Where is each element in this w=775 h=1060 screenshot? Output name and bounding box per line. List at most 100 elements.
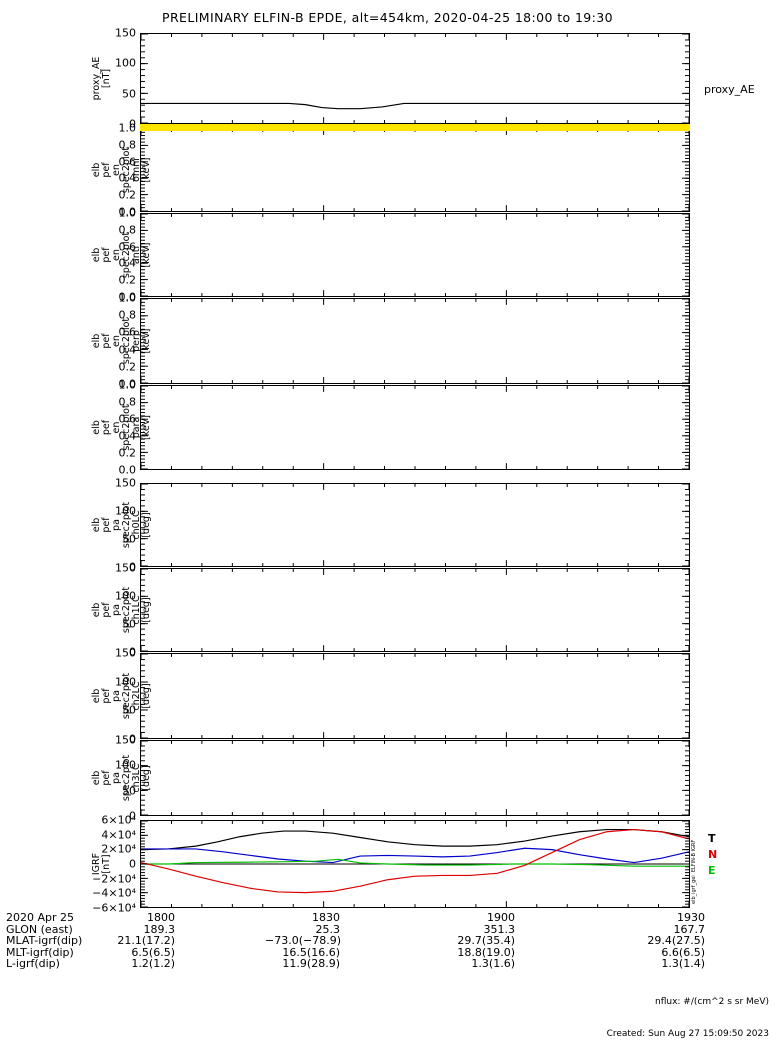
y-tick-label: 50 [122,784,136,798]
y-tick-label: 0.2 [118,360,137,374]
y-axis-title-pa-ch3lc: elb pef pa spec2plot ch3LC [deg] [91,740,152,816]
metadata-cell: 1800 [147,911,175,924]
y-tick-labels-pa-ch1lc: 150 100 50 0 [92,563,136,658]
panel-en-anti [140,213,690,297]
y-tick-labels-pa-ch3lc: 150 100 50 0 [92,735,136,822]
metadata-row: MLT-igrf(dip) 6.5(6.5) 16.5(16.6) 18.8(19.0… [0,947,775,959]
y-tick-labels-proxy-ae: 150 100 50 0 [92,28,136,130]
y-tick-labels-pa-ch2lc: 150 100 50 0 [92,648,136,745]
y-tick-labels-pa-ch0lc: 150 100 50 0 [92,478,136,573]
trace-R [140,829,690,894]
y-axis-title-igrf: IGRF [nT] [91,820,112,908]
y-axis-title-pa-ch2lc: elb pef pa spec2plot ch2LC [deg] [91,653,152,739]
y-tick-label: 0.2 [118,446,137,460]
y-axis-title-pa-ch1lc: elb pef pa spec2plot ch1LC [deg] [91,568,152,652]
y-tick-label: 0.4 [118,343,137,357]
y-axis-title-en-para: elb pef en spec2plot para [keV] [91,385,152,470]
panel-proxy-ae [140,33,690,124]
y-tick-label: 0.2 [118,188,137,202]
y-tick-label: 50 [122,87,136,101]
metadata-cell: 11.9(28.9) [282,957,340,971]
igrf-variable-name: elb_igrf_gei ELFIN-B IGRF [691,839,697,904]
y-tick-label: 1.0 [118,291,137,305]
y-tick-label: 0.8 [118,308,137,322]
y-tick-label: 4×10⁴ [101,828,136,842]
highlight-band [140,124,690,131]
metadata-cell: 25.3 [315,922,341,936]
y-tick-label: 0.6 [118,155,137,169]
y-tick-label: 2×10⁴ [101,842,136,856]
y-tick-label: 50 [122,617,136,631]
y-axis-title-line: [keV] [141,157,152,183]
metadata-row-label: MLT-igrf(dip) [6,945,74,959]
trace-label-proxy-ae: proxy_AE [704,83,755,97]
y-tick-label: 150 [115,561,136,575]
igrf-legend-E: E [708,864,716,877]
y-tick-label: 0.0 [118,463,137,477]
y-tick-label: 0 [129,809,136,823]
y-axis-title-en-anti: elb pef en spec2plot anti [keV] [91,213,152,297]
y-axis-title-line: [deg] [141,512,152,538]
y-tick-label: 100 [115,758,136,772]
y-tick-labels-en-anti: 1.0 0.8 0.6 0.4 0.2 0.0 [92,208,137,303]
y-tick-label: −6×10⁴ [92,901,136,915]
panel-pa-ch2lc [140,653,690,739]
panel-pa-ch3lc [140,740,690,816]
y-tick-label: 100 [115,56,136,70]
metadata-row: L-igrf(dip) 1.2(1.2) 11.9(28.9) 1.3(1.6) 1.3… [0,958,775,970]
metadata-cell: 167.7 [673,922,706,936]
y-tick-label: 1.0 [118,121,137,135]
y-tick-label: 0.6 [118,412,137,426]
y-axis-title-line: [deg] [141,683,152,709]
metadata-cell: 1.3(1.6) [471,957,515,971]
metadata-row: 2020 Apr 25 1800 1830 1900 1930 [0,912,775,924]
panel-en-omni [140,128,690,212]
metadata-table: 2020 Apr 25 1800 1830 1900 1930 GLON (east) 18… [0,912,775,970]
igrf-legend-N: N [708,848,718,861]
y-axis-title-line: [nT] [101,68,112,89]
y-axis-title-en-omni: elb pef en spec2plot omni [keV] [91,128,152,212]
y-tick-label: 50 [122,703,136,717]
footer-created: Created: Sun Aug 27 15:09:50 2023 [606,1028,769,1039]
igrf-legend-T: T [708,832,716,845]
y-tick-label: 6×10⁴ [101,813,136,827]
y-axis-title-line: [keV] [141,328,152,354]
y-tick-label: 150 [115,26,136,40]
y-tick-label: 150 [115,646,136,660]
metadata-cell: 29.4(27.5) [647,934,705,948]
metadata-row-label: GLON (east) [6,922,73,936]
y-tick-label: 0 [129,645,136,659]
y-tick-label: 50 [122,532,136,546]
metadata-cell: 1930 [677,911,705,924]
y-tick-label: −2×10⁴ [92,872,136,886]
metadata-cell: 6.5(6.5) [131,945,175,959]
y-tick-label: 1.0 [118,206,137,220]
y-axis-title-line: [keV] [141,415,152,440]
y-tick-label: 0.4 [118,429,137,443]
metadata-cell: 1900 [487,911,515,924]
y-tick-label: 0.6 [118,325,137,339]
y-tick-label: 0.8 [118,223,137,237]
y-tick-label: 100 [115,504,136,518]
y-tick-label: 0.0 [118,290,137,304]
y-axis-title-line: [keV] [141,242,152,268]
metadata-cell: 21.1(17.2) [117,934,175,948]
y-tick-labels-en-omni: 1.0 0.8 0.6 0.4 0.2 0.0 [92,123,137,218]
plot-root: PRELIMINARY ELFIN-B EPDE, alt=454km, 202… [0,10,775,1039]
metadata-cell: 6.6(6.5) [661,945,705,959]
y-tick-label: 1.0 [118,378,137,392]
metadata-row-label: L-igrf(dip) [6,957,60,971]
y-axis-title-pa-ch0lc: elb pef pa spec2plot ch0LC [deg] [91,483,152,567]
y-tick-label: 0 [129,732,136,746]
y-tick-label: 100 [115,675,136,689]
metadata-cell: 189.3 [143,922,176,936]
y-tick-label: 150 [115,733,136,747]
y-tick-label: 0.6 [118,240,137,254]
y-tick-labels-en-para: 1.0 0.8 0.6 0.4 0.2 0.0 [92,380,137,476]
y-tick-label: 0 [129,857,136,871]
panel-en-perp [140,298,690,384]
panel-pa-ch1lc [140,568,690,652]
metadata-cell: −73.0(−78.9) [265,934,342,948]
metadata-row: MLAT-igrf(dip) 21.1(17.2) −73.0(−78.9) 29.7… [0,935,775,947]
footer-note: nflux: #/(cm^2 s sr MeV) Created: Sun Au… [607,976,769,1060]
